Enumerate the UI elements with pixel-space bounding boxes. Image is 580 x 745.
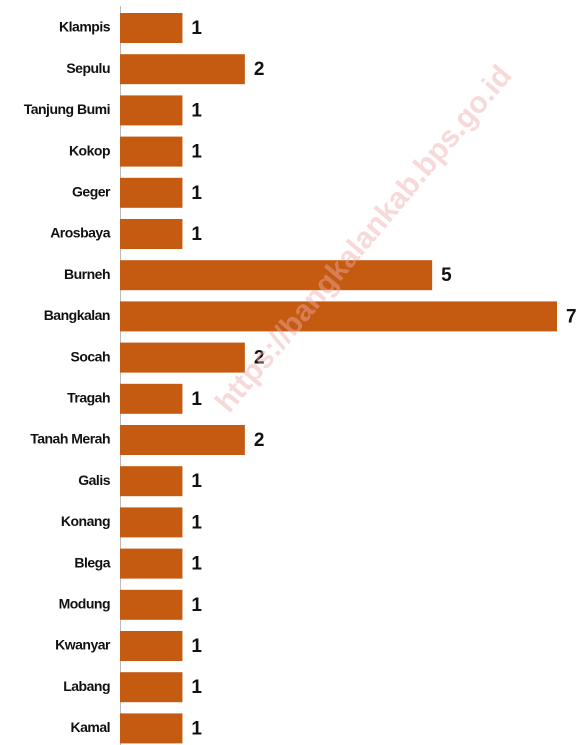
bar	[120, 54, 245, 85]
bar	[120, 466, 183, 497]
bar	[120, 13, 183, 43]
bar	[120, 713, 183, 744]
value-label: 5	[441, 265, 452, 286]
y-tick-label: Burneh	[64, 266, 110, 282]
value-label: 1	[191, 512, 202, 533]
value-label: 1	[191, 718, 202, 739]
y-tick-label: Bangkalan	[44, 307, 110, 323]
y-tick-label: Arosbaya	[50, 225, 111, 241]
y-tick-label: Geger	[72, 184, 111, 200]
value-label: 2	[254, 59, 265, 80]
bar	[120, 631, 183, 661]
y-tick-label: Sepulu	[66, 60, 110, 76]
y-tick-label: Galis	[78, 472, 110, 488]
bar	[120, 425, 245, 455]
y-tick-label: Socah	[70, 348, 110, 364]
y-tick-label: Labang	[63, 678, 110, 694]
watermark: https://bangkalankab.bps.go.id	[209, 59, 518, 419]
y-tick-label: Modung	[59, 596, 110, 612]
value-label: 1	[191, 183, 202, 204]
bar	[120, 136, 183, 167]
y-tick-label: Kokop	[69, 142, 110, 158]
bar	[120, 219, 183, 249]
value-label: 1	[191, 595, 202, 616]
value-label: 2	[254, 430, 265, 451]
bar	[120, 342, 245, 373]
bar	[120, 95, 183, 126]
value-label: 1	[191, 677, 202, 698]
value-label: 7	[566, 306, 577, 327]
y-tick-label: Tragah	[67, 390, 110, 406]
bar	[120, 260, 433, 291]
value-label: 1	[191, 142, 202, 163]
value-label: 1	[191, 224, 202, 245]
value-label: 1	[191, 554, 202, 575]
bar	[120, 301, 557, 332]
y-tick-label: Klampis	[59, 19, 111, 35]
value-label: 1	[191, 636, 202, 657]
bar	[120, 548, 183, 579]
value-label: 1	[191, 100, 202, 121]
y-tick-label: Tanah Merah	[30, 431, 110, 447]
value-label: 1	[191, 18, 202, 39]
y-tick-label: Konang	[61, 513, 110, 529]
bar	[120, 507, 183, 538]
bar	[120, 177, 183, 208]
y-tick-label: Kamal	[70, 719, 110, 735]
y-tick-label: Tanjung Bumi	[24, 101, 110, 117]
y-tick-label: Blega	[74, 554, 110, 570]
bar	[120, 589, 183, 620]
value-label: 1	[191, 389, 202, 410]
y-tick-label: Kwanyar	[55, 637, 111, 653]
value-label: 2	[254, 348, 265, 369]
value-label: 1	[191, 471, 202, 492]
bar	[120, 383, 183, 414]
bar	[120, 672, 183, 703]
